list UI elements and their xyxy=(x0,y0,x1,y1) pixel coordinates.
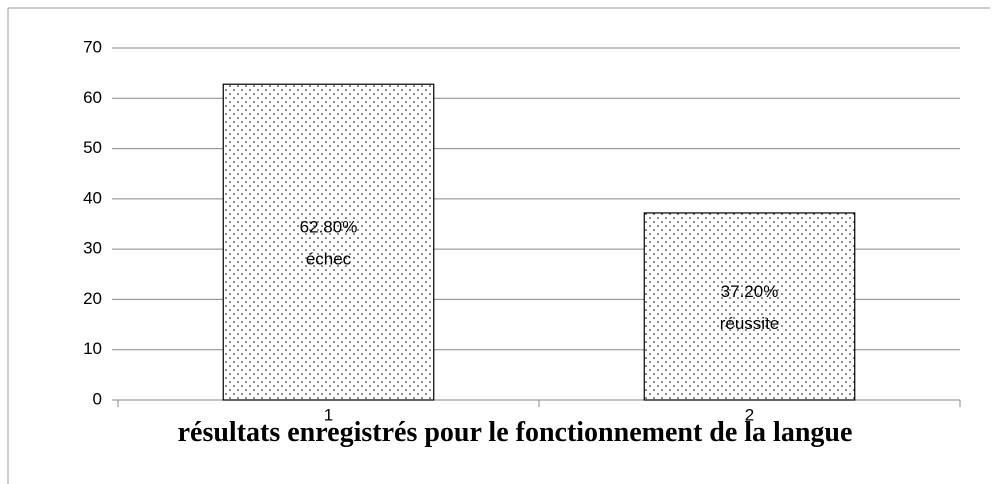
y-tick-label: 0 xyxy=(93,389,102,408)
data-label: réussite xyxy=(720,314,780,333)
y-tick-label: 20 xyxy=(83,289,102,308)
y-tick-label: 50 xyxy=(83,138,102,157)
data-label: 62.80% xyxy=(300,218,358,237)
y-tick-label: 70 xyxy=(83,37,102,56)
bar xyxy=(222,83,435,401)
data-label: échec xyxy=(306,250,352,269)
bar xyxy=(643,212,856,401)
y-tick-label: 10 xyxy=(83,339,102,358)
data-label: 37.20% xyxy=(721,282,779,301)
x-tick-label: 2 xyxy=(745,405,754,424)
y-tick-label: 40 xyxy=(83,188,102,207)
chart-title: résultats enregistrés pour le fonctionne… xyxy=(177,417,853,448)
x-tick-label: 1 xyxy=(324,405,333,424)
y-tick-label: 60 xyxy=(83,88,102,107)
y-tick-label: 30 xyxy=(83,239,102,258)
